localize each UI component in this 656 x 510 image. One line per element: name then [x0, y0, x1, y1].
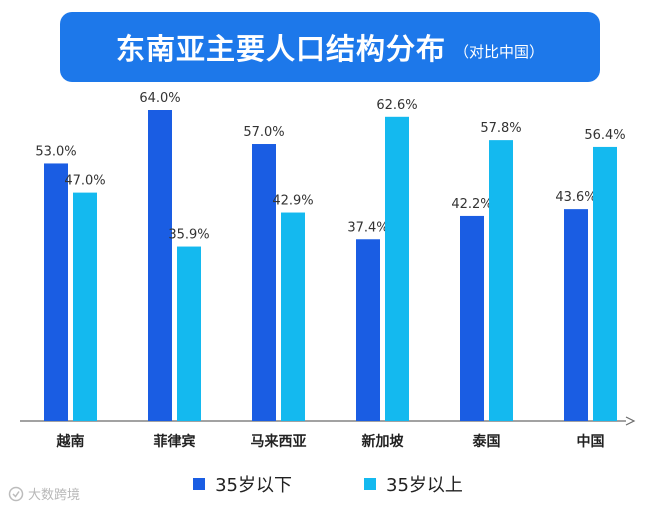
data-label: 47.0%	[64, 174, 105, 189]
bar	[564, 209, 588, 421]
bar	[44, 163, 68, 421]
legend-item-under-35: 35岁以下	[193, 471, 292, 497]
legend-swatch-over-35	[364, 478, 376, 490]
x-tick-label: 新加坡	[362, 433, 405, 450]
data-label: 42.9%	[272, 194, 313, 209]
chart-subtitle: （对比中国）	[454, 42, 545, 61]
x-tick-label: 马来西亚	[251, 434, 307, 450]
data-label: 37.4%	[347, 220, 388, 235]
bar	[460, 215, 484, 421]
legend-label-over-35: 35岁以上	[386, 475, 463, 496]
watermark: 大数跨境	[8, 484, 80, 503]
data-label: 42.2%	[451, 197, 492, 212]
x-tick-label: 泰国	[472, 433, 501, 450]
chart-title-banner: 东南亚主要人口结构分布 （对比中国）	[60, 12, 600, 82]
data-label: 43.6%	[555, 190, 596, 205]
watermark-logo-icon	[8, 486, 24, 501]
bar	[593, 146, 617, 421]
chart-title: 东南亚主要人口结构分布	[115, 32, 446, 66]
x-tick-label: 越南	[56, 433, 85, 450]
x-axis-arrow-icon	[625, 416, 636, 426]
legend: 35岁以下 35岁以上	[0, 472, 656, 496]
bar	[73, 192, 97, 421]
bar	[385, 116, 409, 421]
bar	[489, 140, 513, 422]
x-tick-label: 中国	[577, 433, 605, 450]
data-label: 62.6%	[376, 98, 417, 113]
bar	[148, 110, 172, 421]
legend-swatch-under-35	[193, 478, 206, 490]
bar	[177, 246, 201, 421]
x-tick-label: 菲律宾	[154, 433, 196, 450]
data-label: 57.0%	[243, 125, 284, 140]
bar	[281, 212, 305, 421]
data-label: 56.4%	[584, 128, 625, 143]
bar	[252, 144, 276, 421]
data-label: 57.8%	[480, 121, 521, 136]
data-label: 53.0%	[35, 144, 76, 159]
bar	[356, 239, 380, 421]
legend-item-over-35: 35岁以上	[364, 471, 463, 497]
data-label: 64.0%	[139, 91, 180, 106]
watermark-text: 大数跨境	[28, 488, 81, 503]
data-label: 35.9%	[168, 228, 209, 243]
legend-label-under-35: 35岁以下	[215, 475, 292, 496]
